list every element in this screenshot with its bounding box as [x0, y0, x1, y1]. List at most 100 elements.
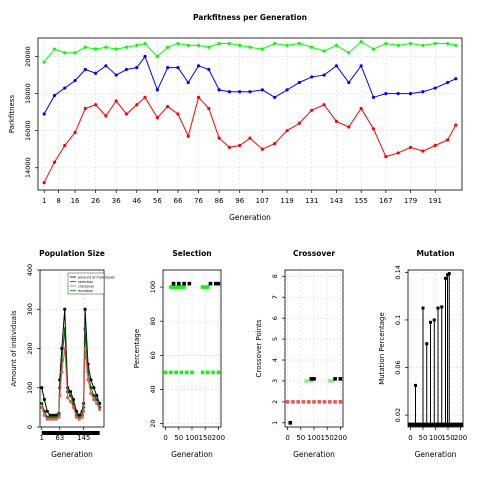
data-point	[248, 136, 252, 140]
chart-title: Mutation	[416, 249, 454, 258]
y-axis-label: Mutation Percentage	[378, 312, 386, 385]
data-point	[304, 379, 308, 383]
data-point	[208, 281, 213, 286]
x-tick-label: 1	[42, 197, 46, 205]
chart-title: Crossover	[293, 249, 335, 258]
data-point	[291, 400, 295, 404]
data-point	[322, 49, 326, 53]
y-tick-label: 0.06	[394, 360, 402, 374]
x-tick-label: 36	[112, 197, 121, 205]
x-tick-label: 100	[307, 434, 320, 442]
data-point	[454, 77, 458, 81]
data-point	[347, 125, 351, 129]
data-point	[227, 90, 232, 94]
data-point	[306, 379, 311, 383]
data-point	[454, 43, 458, 48]
chart-title: Population Size	[39, 249, 105, 258]
chart-title: Selection	[172, 249, 211, 258]
data-point	[227, 41, 232, 46]
data-point	[396, 43, 400, 48]
data-point	[176, 66, 180, 70]
generation-marker-strip	[41, 431, 100, 435]
x-tick-label: 0	[408, 434, 412, 442]
data-point	[301, 400, 306, 404]
data-point	[63, 143, 67, 148]
data-point	[454, 123, 458, 127]
x-tick-label: 1	[40, 434, 44, 442]
y-tick-label: 0	[26, 425, 34, 429]
data-point	[309, 377, 314, 381]
x-tick-label: 50	[419, 434, 428, 442]
y-tick-label: 3	[271, 379, 279, 383]
data-point	[94, 103, 98, 107]
y-tick-label: 0.1	[394, 315, 402, 325]
y-axis-label: Percentage	[133, 329, 141, 368]
data-point	[371, 47, 376, 51]
data-point	[359, 64, 363, 68]
data-point	[384, 155, 388, 159]
plot-frame	[37, 37, 463, 191]
data-point	[322, 103, 326, 107]
data-point	[89, 392, 93, 396]
data-point	[371, 127, 376, 131]
bar-cap	[436, 306, 440, 310]
data-point	[310, 75, 314, 79]
data-point	[445, 41, 450, 46]
data-point	[58, 394, 62, 398]
plot-area	[408, 270, 463, 427]
data-point	[68, 394, 73, 398]
data-point	[169, 370, 173, 375]
x-axis-label: Generation	[51, 450, 93, 459]
x-tick-label: 66	[174, 197, 183, 205]
y-tick-label: 100	[26, 382, 34, 394]
data-point	[297, 121, 301, 125]
data-point	[328, 400, 332, 404]
data-point	[166, 45, 170, 49]
data-point	[273, 142, 277, 146]
data-point	[182, 285, 186, 289]
data-point	[297, 80, 301, 85]
y-tick-label: 6	[271, 316, 279, 320]
data-point	[285, 129, 289, 133]
data-point	[273, 41, 277, 46]
data-point	[333, 377, 337, 381]
x-tick-label: 8	[56, 197, 60, 205]
plot-frame	[162, 269, 222, 428]
data-point	[42, 112, 46, 116]
data-point	[384, 92, 388, 96]
bar-cap	[425, 342, 429, 346]
data-point	[176, 112, 180, 116]
data-point	[421, 43, 425, 48]
data-point	[317, 400, 322, 404]
data-point	[297, 41, 301, 46]
legend-entry: amount of individuals	[78, 276, 115, 280]
data-point	[143, 41, 147, 46]
data-point	[42, 60, 46, 64]
data-point	[83, 307, 87, 311]
bar-cap	[432, 318, 436, 322]
data-point	[207, 106, 211, 111]
legend-entry: mutation	[78, 289, 93, 293]
y-tick-label: 80	[149, 317, 157, 325]
data-point	[333, 400, 337, 404]
data-point	[322, 73, 326, 77]
data-point	[83, 346, 87, 351]
data-point	[63, 346, 67, 351]
data-point	[71, 405, 76, 409]
data-point	[203, 285, 207, 289]
bar-cap	[444, 276, 447, 280]
data-point	[182, 281, 186, 286]
data-point	[196, 43, 201, 48]
data-point	[166, 66, 170, 70]
data-point	[68, 399, 73, 404]
data-point	[143, 95, 147, 99]
data-point	[371, 95, 376, 99]
data-point	[309, 379, 314, 383]
data-point	[359, 40, 363, 44]
data-point	[285, 43, 289, 48]
data-point	[384, 41, 388, 46]
data-point	[80, 415, 84, 419]
data-point	[124, 67, 129, 72]
y-tick-label: 1	[271, 421, 279, 425]
